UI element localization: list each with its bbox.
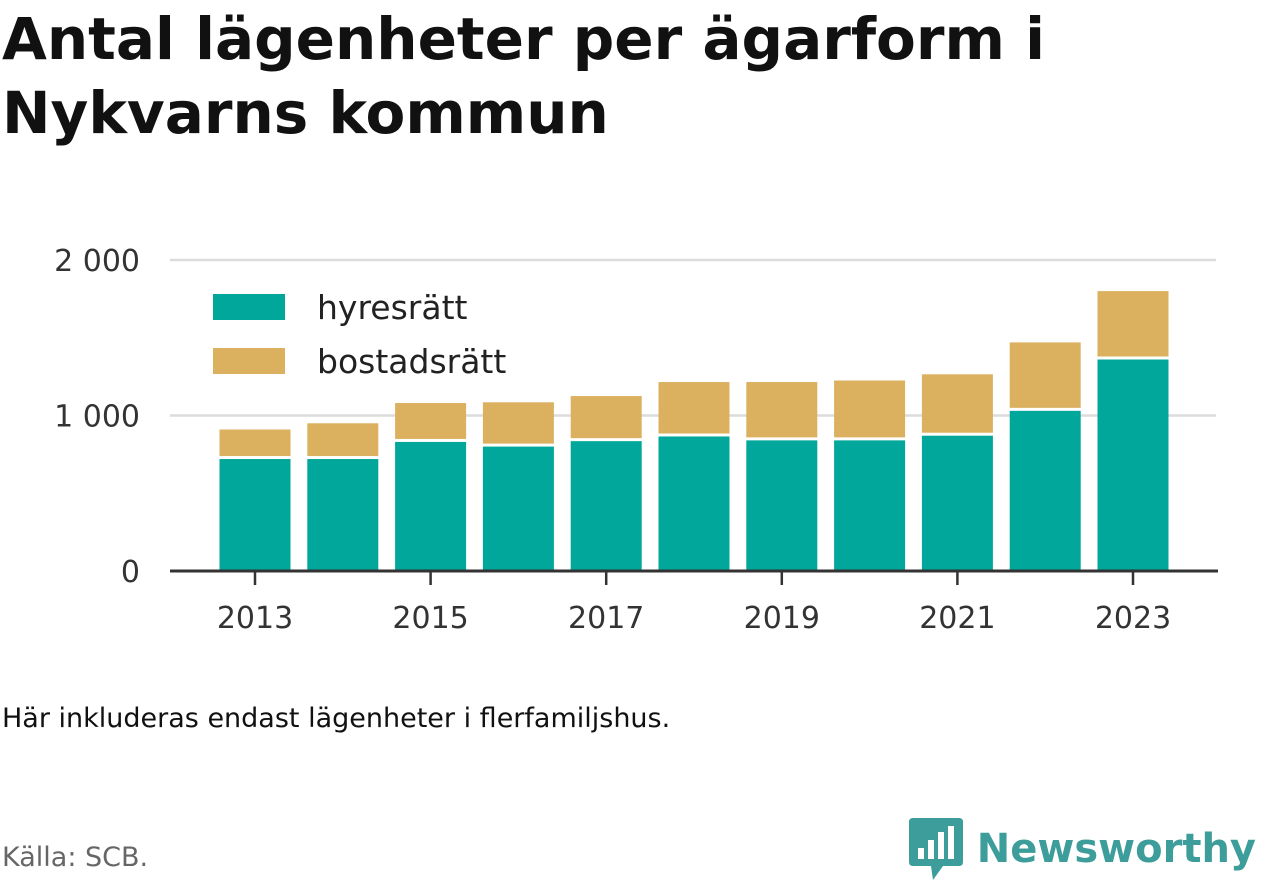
bar-bostadsratt — [658, 382, 730, 434]
bar-bostadsratt — [1097, 291, 1169, 357]
y-tick-label: 0 — [121, 555, 140, 590]
bar-bostadsratt — [219, 429, 291, 457]
bars — [219, 291, 1169, 571]
legend-swatch — [213, 348, 285, 374]
brand-name: Newsworthy — [976, 826, 1256, 872]
bar-bostadsratt — [395, 403, 467, 439]
x-tick-label: 2015 — [392, 601, 468, 636]
stacked-bar-chart: 0 1 000 2 000 2013 2015 2017 2019 2021 2023 hyr… — [54, 244, 1218, 636]
legend-label: hyresrätt — [317, 288, 468, 327]
bar-chart-speech-bubble-icon — [908, 818, 963, 880]
bar-bostadsratt — [570, 396, 642, 439]
x-tick-label: 2013 — [217, 601, 293, 636]
page-title: Antal lägenheter per ägarform i Nykvarns… — [2, 5, 1046, 147]
bar-hyresratt — [570, 441, 642, 571]
source-credit: Källa: SCB. — [2, 842, 149, 873]
y-tick-label: 2 000 — [54, 244, 140, 279]
bar-hyresratt — [395, 441, 467, 571]
bar-hyresratt — [219, 459, 291, 571]
bar-bostadsratt — [1009, 342, 1081, 408]
bar-bostadsratt — [746, 382, 818, 438]
brand-logo: Newsworthy — [908, 818, 1256, 880]
bar-bostadsratt — [921, 374, 993, 433]
legend-swatch — [213, 294, 285, 320]
x-tick-label: 2023 — [1095, 601, 1171, 636]
bar-hyresratt — [834, 440, 906, 571]
legend-label: bostadsrätt — [317, 342, 506, 381]
x-tick-label: 2017 — [568, 601, 644, 636]
y-tick-label: 1 000 — [54, 400, 140, 435]
footnote: Här inkluderas endast lägenheter i flerf… — [2, 703, 671, 734]
y-axis: 0 1 000 2 000 — [54, 244, 140, 590]
bar-bostadsratt — [834, 380, 906, 438]
x-axis: 2013 2015 2017 2019 2021 2023 — [170, 569, 1218, 636]
bar-hyresratt — [482, 446, 554, 571]
bar-hyresratt — [746, 440, 818, 571]
bar-bostadsratt — [307, 423, 379, 457]
legend: hyresrätt bostadsrätt — [213, 288, 506, 381]
bar-hyresratt — [921, 435, 993, 571]
bar-bostadsratt — [482, 402, 554, 444]
x-tick-label: 2021 — [919, 601, 995, 636]
bar-hyresratt — [1097, 359, 1169, 571]
bar-hyresratt — [658, 436, 730, 571]
x-tick-label: 2019 — [744, 601, 820, 636]
bar-hyresratt — [307, 459, 379, 571]
bar-hyresratt — [1009, 410, 1081, 571]
